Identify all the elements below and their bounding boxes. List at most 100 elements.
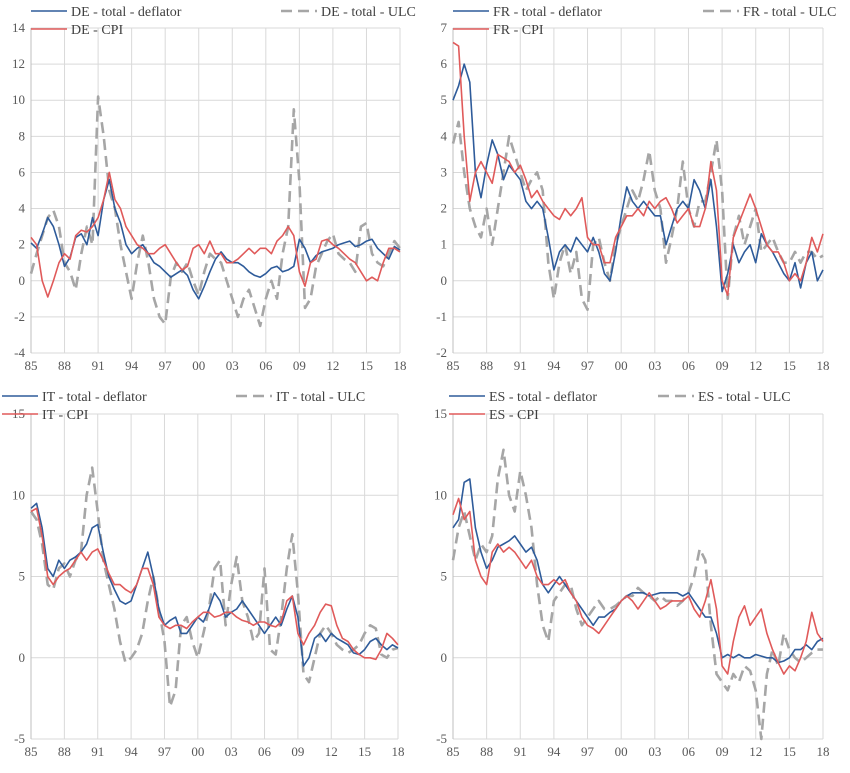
x-tick-label: 06 <box>259 358 273 373</box>
x-tick-label: 94 <box>547 358 561 373</box>
legend-label: ES - CPI <box>489 408 539 423</box>
y-tick-label: 4 <box>19 201 26 216</box>
y-tick-label: 3 <box>441 164 448 179</box>
x-tick-label: 88 <box>480 358 493 373</box>
x-tick-label: 97 <box>581 358 595 373</box>
x-tick-label: 06 <box>258 744 272 759</box>
x-tick-label: 94 <box>547 744 561 759</box>
series-line-cpi <box>30 171 401 298</box>
x-tick-label: 91 <box>514 744 527 759</box>
series-line-deflator <box>30 178 401 300</box>
series-line-deflator <box>452 63 824 293</box>
x-tick-label: 03 <box>225 744 238 759</box>
y-tick-label: 5 <box>441 92 448 107</box>
series-line-ulc <box>29 95 402 328</box>
legend: IT - total - deflator IT - total - ULC IT … <box>2 390 365 423</box>
x-tick-label: 09 <box>716 744 729 759</box>
series-line-cpi <box>30 507 399 661</box>
legend-label: FR - total - ULC <box>743 5 836 20</box>
legend: DE - total - deflator DE - total - ULC DE … <box>31 5 416 38</box>
x-tick-label: 85 <box>447 358 460 373</box>
y-tick-label: 5 <box>19 569 26 584</box>
x-tick-label: 88 <box>58 744 71 759</box>
x-tick-label: 15 <box>358 744 371 759</box>
series-line-cpi <box>452 41 824 297</box>
y-tick-label: -2 <box>14 309 25 324</box>
x-tick-label: 94 <box>125 744 139 759</box>
chart-panel-it: -5 0 5 10 15 85 88 91 94 97 00 03 06 09 12 15 18 IT - tot… <box>0 384 425 768</box>
chart-panel-es: -5 0 5 10 15 85 88 91 94 97 00 03 06 09 12 15 18 ES - tot… <box>425 384 850 768</box>
y-tick-label: -5 <box>436 731 447 746</box>
y-tick-label: 6 <box>19 164 26 179</box>
y-tick-label: 7 <box>441 20 448 35</box>
gridlines <box>30 413 399 740</box>
y-tick-label: 15 <box>434 406 447 421</box>
series-line-deflator <box>30 502 399 667</box>
y-tick-label: 5 <box>441 569 448 584</box>
x-tick-label: 03 <box>648 744 661 759</box>
x-tick-label: 09 <box>716 358 729 373</box>
gridlines <box>452 413 824 740</box>
x-tick-label: 00 <box>615 744 628 759</box>
x-tick-label: 18 <box>817 744 830 759</box>
chart-svg-de: -4 -2 0 2 4 6 8 10 12 14 85 88 91 94 97 00 03 06 09 12 15 18 D… <box>12 5 416 373</box>
gridlines <box>452 27 824 354</box>
y-tick-label: -5 <box>14 731 25 746</box>
chart-panel-fr: -2 -1 0 1 2 3 4 5 6 7 85 88 91 94 97 00 03 06 09 12 15 18 FR -… <box>425 0 850 384</box>
x-tick-label: 15 <box>783 744 796 759</box>
series-group <box>29 466 399 708</box>
y-tick-label: 10 <box>12 487 25 502</box>
y-tick-label: 14 <box>12 20 26 35</box>
x-tick-label: 97 <box>158 744 172 759</box>
series-line-ulc <box>29 466 399 708</box>
legend-label: FR - total - deflator <box>493 5 602 20</box>
x-tick-label: 91 <box>514 358 527 373</box>
x-tick-label: 12 <box>326 358 339 373</box>
x-tick-label: 18 <box>817 358 830 373</box>
series-group <box>451 41 824 312</box>
x-tick-label: 85 <box>25 358 38 373</box>
y-tick-label: 6 <box>441 56 448 71</box>
x-tick-label: 85 <box>25 744 38 759</box>
chart-panel-de: -4 -2 0 2 4 6 8 10 12 14 85 88 91 94 97 00 03 06 09 12 15 18 D… <box>0 0 425 384</box>
x-tick-label: 06 <box>682 744 696 759</box>
y-tick-label: 10 <box>12 92 25 107</box>
x-tick-label: 03 <box>648 358 661 373</box>
x-tick-label: 00 <box>615 358 628 373</box>
y-tick-label: 1 <box>441 237 448 252</box>
legend-label: ES - total - ULC <box>698 390 791 405</box>
y-tick-label: 4 <box>441 128 448 143</box>
legend: ES - total - deflator ES - total - ULC ES … <box>449 390 791 423</box>
x-tick-label: 94 <box>125 358 139 373</box>
x-tick-label: 88 <box>58 358 71 373</box>
series-group <box>451 448 824 741</box>
x-tick-label: 91 <box>91 744 104 759</box>
y-tick-label: -2 <box>436 345 447 360</box>
legend-label: ES - total - deflator <box>489 390 597 405</box>
x-tick-label: 00 <box>192 358 205 373</box>
legend-label: DE - total - ULC <box>321 5 416 20</box>
series-line-ulc <box>451 448 823 741</box>
y-tick-label: 0 <box>441 273 448 288</box>
x-tick-label: 12 <box>749 358 762 373</box>
x-tick-label: 18 <box>394 358 407 373</box>
x-tick-label: 03 <box>226 358 239 373</box>
y-tick-label: 2 <box>19 237 26 252</box>
x-tick-label: 85 <box>447 744 460 759</box>
series-line-ulc <box>451 120 824 312</box>
y-tick-label: 8 <box>19 128 26 143</box>
y-tick-label: -1 <box>436 309 447 324</box>
y-tick-label: 0 <box>19 273 26 288</box>
legend-label: DE - total - deflator <box>71 5 182 20</box>
x-tick-label: 91 <box>92 358 105 373</box>
legend-label: IT - total - deflator <box>42 390 147 405</box>
x-tick-label: 15 <box>360 358 373 373</box>
x-tick-label: 12 <box>325 744 338 759</box>
legend: FR - total - deflator FR - total - ULC FR … <box>453 5 836 38</box>
legend-label: IT - CPI <box>42 408 89 423</box>
x-tick-label: 88 <box>480 744 493 759</box>
series-line-deflator <box>452 478 824 664</box>
y-tick-label: 0 <box>19 650 26 665</box>
